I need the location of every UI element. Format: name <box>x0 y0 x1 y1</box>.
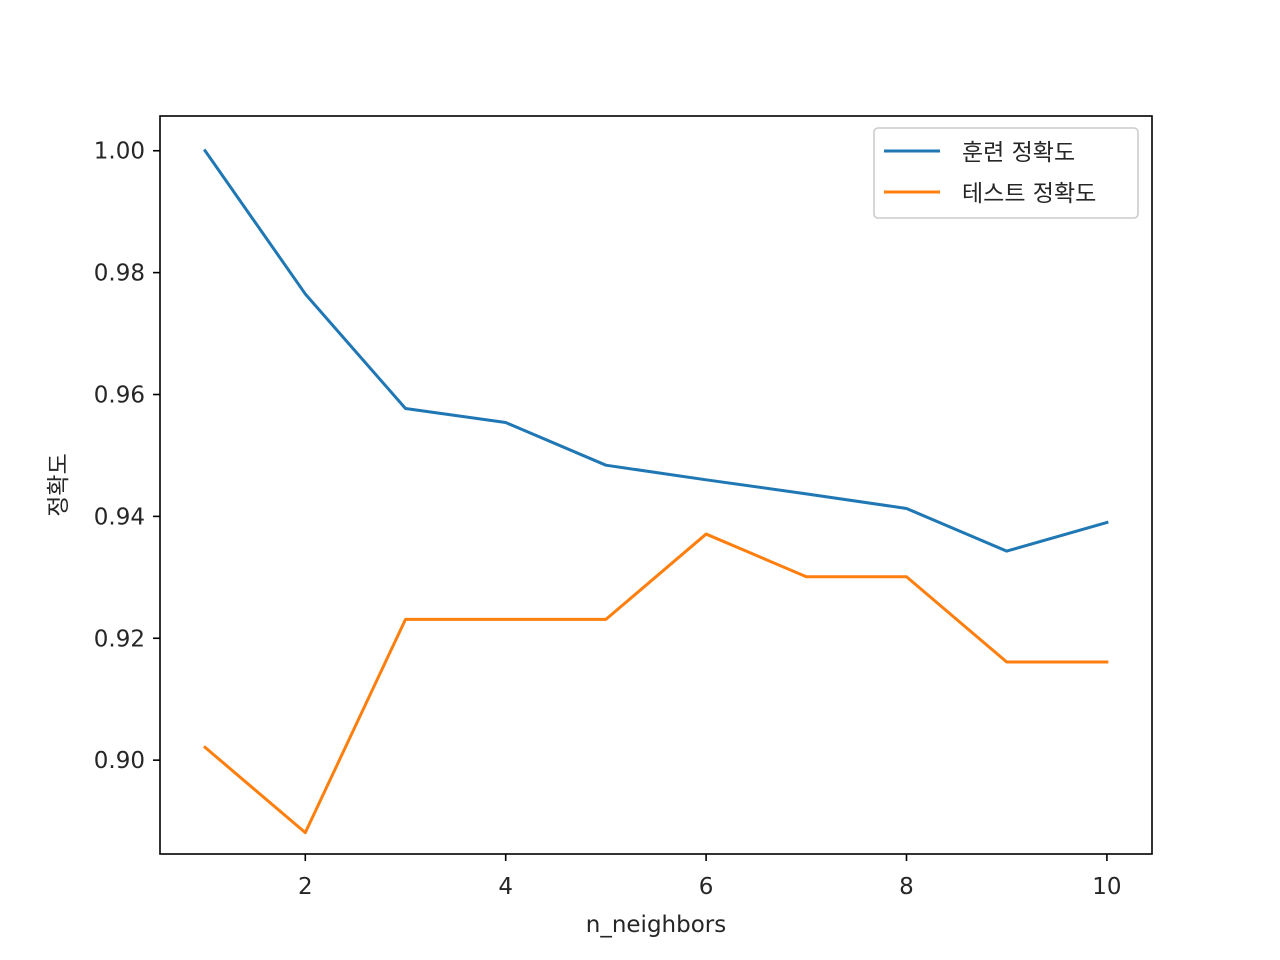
series-layer <box>202 148 1109 835</box>
x-tick-label: 10 <box>1092 874 1121 900</box>
legend: 훈련 정확도 테스트 정확도 <box>873 127 1139 219</box>
y-tick-label: 0.94 <box>94 504 145 530</box>
y-tick-label: 0.98 <box>94 261 145 287</box>
x-tick-label: 6 <box>699 874 714 900</box>
legend-label-test: 테스트 정확도 <box>962 181 1096 207</box>
x-axis-ticks: 2 4 6 8 10 <box>298 854 1122 900</box>
legend-label-train: 훈련 정확도 <box>962 140 1075 166</box>
y-axis-ticks: 0.90 0.92 0.94 0.96 0.98 1.00 <box>94 139 160 774</box>
y-tick-label: 0.90 <box>94 748 145 774</box>
y-axis-label: 정확도 <box>46 453 72 516</box>
x-tick-label: 2 <box>298 874 313 900</box>
x-tick-label: 8 <box>899 874 914 900</box>
y-tick-label: 1.00 <box>94 139 145 165</box>
y-tick-label: 0.96 <box>94 383 145 409</box>
train-accuracy-line <box>203 148 1109 553</box>
x-axis-label: n_neighbors <box>586 912 726 938</box>
plot-frame <box>159 115 1153 855</box>
plot-area <box>160 116 1152 854</box>
x-tick-label: 4 <box>498 874 513 900</box>
y-tick-label: 0.92 <box>94 626 145 652</box>
test-accuracy-line <box>202 532 1109 835</box>
